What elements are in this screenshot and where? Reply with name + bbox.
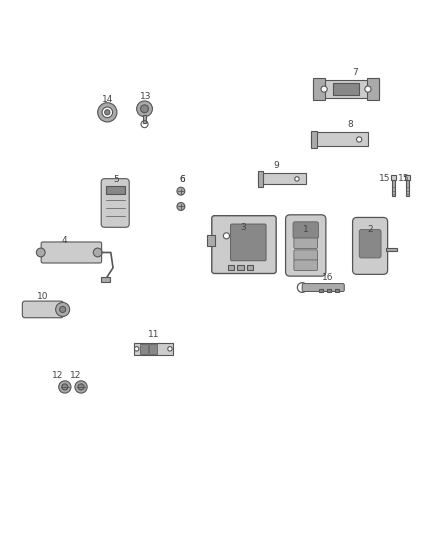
Text: 12: 12: [70, 370, 81, 379]
Bar: [391, 175, 396, 180]
Bar: [333, 83, 359, 95]
Bar: [311, 133, 368, 147]
Bar: [228, 265, 234, 270]
FancyBboxPatch shape: [293, 222, 318, 238]
Text: 2: 2: [367, 225, 373, 234]
FancyBboxPatch shape: [22, 301, 64, 318]
FancyBboxPatch shape: [294, 260, 318, 270]
Bar: [405, 175, 410, 180]
Bar: [143, 115, 146, 123]
Circle shape: [177, 203, 185, 211]
Bar: [386, 248, 397, 251]
Text: 16: 16: [322, 272, 333, 281]
Bar: [406, 179, 409, 197]
Bar: [149, 344, 157, 354]
Text: 8: 8: [347, 119, 353, 128]
Circle shape: [177, 187, 185, 195]
Bar: [258, 173, 306, 184]
Text: 15: 15: [379, 174, 390, 183]
Text: 14: 14: [102, 95, 113, 104]
Bar: [101, 277, 110, 282]
Circle shape: [60, 306, 66, 312]
Bar: [319, 289, 323, 292]
FancyBboxPatch shape: [41, 242, 102, 263]
Bar: [313, 78, 325, 100]
Bar: [311, 131, 317, 148]
Circle shape: [137, 101, 152, 117]
Circle shape: [321, 86, 327, 92]
Bar: [140, 344, 148, 354]
Bar: [247, 265, 253, 270]
Circle shape: [295, 177, 299, 181]
Circle shape: [134, 346, 139, 351]
Text: 10: 10: [37, 292, 49, 301]
Text: 6: 6: [179, 175, 185, 184]
Text: 5: 5: [113, 175, 119, 184]
Text: 11: 11: [148, 330, 160, 340]
FancyBboxPatch shape: [294, 250, 318, 260]
Bar: [392, 179, 395, 197]
Circle shape: [56, 302, 70, 317]
Circle shape: [98, 103, 117, 122]
FancyBboxPatch shape: [302, 284, 344, 292]
Circle shape: [59, 381, 71, 393]
Text: 7: 7: [352, 68, 358, 77]
Circle shape: [365, 86, 371, 92]
FancyBboxPatch shape: [231, 224, 266, 261]
Circle shape: [36, 248, 45, 257]
Bar: [237, 265, 244, 270]
Bar: [106, 186, 125, 194]
FancyBboxPatch shape: [294, 238, 318, 248]
Bar: [313, 80, 379, 98]
Circle shape: [62, 384, 68, 390]
Circle shape: [357, 137, 362, 142]
Circle shape: [78, 384, 84, 390]
Text: 4: 4: [62, 236, 67, 245]
Text: 13: 13: [140, 92, 151, 101]
Circle shape: [93, 248, 102, 257]
Bar: [207, 235, 215, 246]
Bar: [134, 343, 173, 355]
Circle shape: [168, 346, 172, 351]
Bar: [258, 171, 263, 187]
Text: 12: 12: [52, 370, 64, 379]
Text: 6: 6: [179, 175, 185, 184]
FancyBboxPatch shape: [353, 217, 388, 274]
Circle shape: [75, 381, 87, 393]
Bar: [335, 289, 339, 292]
Bar: [327, 289, 331, 292]
Circle shape: [141, 105, 148, 113]
Text: 1: 1: [303, 225, 309, 234]
FancyBboxPatch shape: [286, 215, 326, 276]
Text: 9: 9: [273, 161, 279, 170]
Circle shape: [105, 110, 110, 115]
Text: 3: 3: [240, 223, 246, 232]
Circle shape: [223, 233, 230, 239]
FancyBboxPatch shape: [101, 179, 129, 227]
Circle shape: [102, 107, 113, 118]
Bar: [367, 78, 379, 100]
FancyBboxPatch shape: [212, 216, 276, 273]
Text: 15: 15: [398, 174, 410, 183]
FancyBboxPatch shape: [359, 230, 381, 258]
